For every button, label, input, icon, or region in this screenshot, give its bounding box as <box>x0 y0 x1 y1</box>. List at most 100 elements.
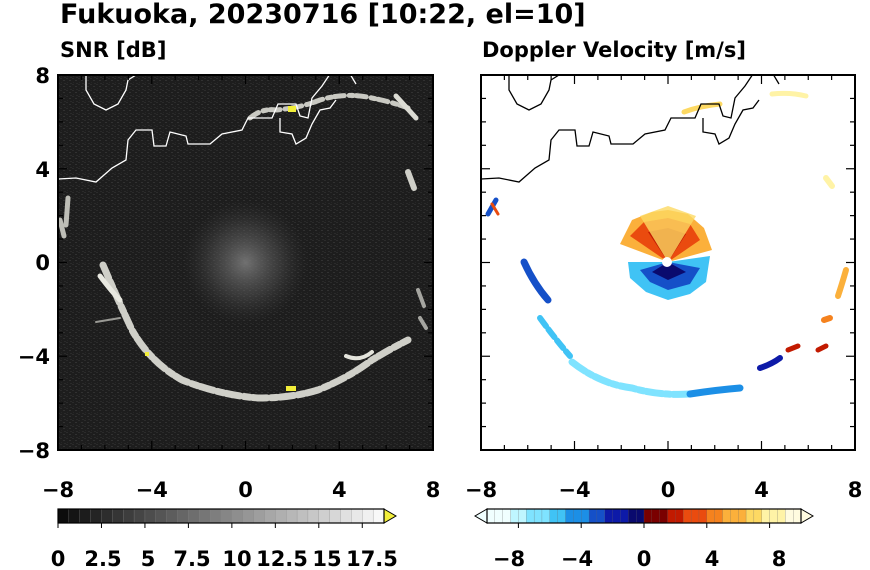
snr-colorbar-swatch <box>372 508 385 524</box>
snr-colorbar-swatch <box>79 508 92 524</box>
doppler-x-tick-labels: −8 −4 0 4 8 <box>465 478 862 502</box>
snr-colorbar-swatch <box>166 508 179 524</box>
doppler-colorbar-swatch <box>596 508 606 524</box>
snr-colorbar-swatch <box>177 508 189 524</box>
snr-colorbar-swatch <box>101 508 113 524</box>
doppler-x-tick-label: 8 <box>848 478 863 502</box>
snr-strong-echoes <box>145 106 296 391</box>
snr-colorbar-swatch <box>68 508 81 524</box>
doppler-colorbar-swatch <box>526 508 535 524</box>
doppler-colorbar-swatch <box>565 508 574 524</box>
doppler-colorbar-swatch <box>502 508 512 524</box>
doppler-colorbar-swatch <box>761 508 771 524</box>
doppler-colorbar-swatch <box>745 508 755 524</box>
doppler-colorbar-swatch <box>494 508 504 524</box>
doppler-colorbar-label: 0 <box>637 547 652 570</box>
doppler-colorbar-swatch <box>620 508 629 524</box>
snr-colorbar-label: 12.5 <box>256 547 308 570</box>
doppler-colorbar-swatch <box>730 508 739 524</box>
snr-y-tick-label: 0 <box>35 251 50 275</box>
snr-y-tick-labels: 8 4 0 −4 −8 <box>18 64 50 463</box>
doppler-colorbar-swatch <box>518 508 527 524</box>
doppler-colorbar-swatch <box>628 508 637 524</box>
doppler-colorbar-swatch <box>777 508 786 524</box>
doppler-colorbar-swatch <box>714 508 724 524</box>
figure-title: Fukuoka, 20230716 [10:22, el=10] <box>60 0 586 30</box>
doppler-colorbar-swatch <box>557 508 567 524</box>
snr-colorbar-label: 2.5 <box>84 547 121 570</box>
snr-colorbar-swatch <box>351 508 363 524</box>
snr-colorbar-label: 0 <box>51 547 66 570</box>
doppler-colorbar-swatch <box>659 508 669 524</box>
snr-colorbar-frame <box>57 508 385 524</box>
snr-colorbar-swatch <box>188 508 200 524</box>
doppler-panel: Doppler Velocity [m/s] <box>465 38 862 570</box>
snr-coastline <box>58 75 357 183</box>
doppler-colorbar-swatch <box>573 508 582 524</box>
doppler-colorbar-swatch <box>690 508 700 524</box>
snr-colorbar-swatch <box>209 508 222 524</box>
snr-colorbar-swatch <box>362 508 374 524</box>
snr-colorbar <box>57 508 397 528</box>
snr-colorbar-swatch <box>242 508 255 524</box>
snr-colorbar-swatch <box>329 508 342 524</box>
doppler-x-tick-label: 4 <box>754 478 769 502</box>
doppler-coastline <box>481 75 780 183</box>
snr-panel: SNR [dB] <box>18 38 441 570</box>
snr-colorbar-label: 5 <box>141 547 156 570</box>
doppler-colorbar <box>474 508 814 528</box>
doppler-panel-title: Doppler Velocity [m/s] <box>482 38 746 62</box>
doppler-colorbar-swatch <box>533 508 543 524</box>
doppler-x-tick-label: 0 <box>661 478 676 502</box>
doppler-colorbar-swatch <box>604 508 614 524</box>
doppler-colorbar-label: −4 <box>561 547 593 570</box>
snr-x-tick-label: 8 <box>426 478 441 502</box>
snr-echo-ring <box>58 92 428 402</box>
snr-y-tick-label: 8 <box>35 64 50 88</box>
snr-tick-marks <box>57 74 434 451</box>
doppler-colorbar-swatch <box>549 508 559 524</box>
doppler-tick-marks <box>480 74 856 451</box>
doppler-colorbar-swatch <box>698 508 708 524</box>
doppler-x-tick-label: −4 <box>558 478 590 502</box>
doppler-colorbar-swatch <box>738 508 747 524</box>
doppler-colorbar-extend-min <box>474 508 488 524</box>
doppler-colorbar-swatch <box>793 508 802 524</box>
snr-colorbar-swatch <box>307 508 320 524</box>
doppler-near-field <box>620 206 712 300</box>
snr-colorbar-swatch <box>133 508 146 524</box>
doppler-colorbar-swatch <box>785 508 794 524</box>
snr-colorbar-swatch <box>318 508 331 524</box>
doppler-colorbar-swatch <box>722 508 731 524</box>
snr-colorbar-swatch <box>340 508 352 524</box>
snr-colorbar-swatch <box>296 508 309 524</box>
snr-colorbar-swatch <box>275 508 287 524</box>
snr-colorbar-swatch <box>57 508 70 524</box>
doppler-colorbar-labels: −8 −4 0 4 8 <box>493 547 786 570</box>
doppler-colorbar-swatch <box>675 508 684 524</box>
doppler-colorbar-swatch <box>612 508 621 524</box>
snr-y-tick-label: −8 <box>18 439 50 463</box>
snr-colorbar-labels: 0 2.5 5 7.5 10 12.5 15 17.5 <box>51 547 398 570</box>
snr-x-tick-label: 0 <box>238 478 253 502</box>
snr-x-tick-label: 4 <box>332 478 347 502</box>
doppler-colorbar-label: 8 <box>772 547 787 570</box>
snr-colorbar-swatch <box>220 508 233 524</box>
doppler-colorbar-extend-max <box>800 508 814 524</box>
snr-colorbar-label: 10 <box>222 547 251 570</box>
doppler-colorbar-label: 4 <box>705 547 720 570</box>
doppler-colorbar-swatch <box>486 508 496 524</box>
snr-x-tick-labels: −8 −4 0 4 8 <box>42 478 440 502</box>
snr-colorbar-swatch <box>112 508 124 524</box>
snr-colorbar-extend-max <box>383 508 397 524</box>
doppler-colorbar-swatch <box>683 508 692 524</box>
snr-colorbar-swatch <box>144 508 157 524</box>
doppler-colorbar-swatch <box>643 508 653 524</box>
doppler-colorbar-swatch <box>541 508 551 524</box>
doppler-colorbar-swatch <box>667 508 676 524</box>
snr-colorbar-label: 7.5 <box>173 547 210 570</box>
snr-colorbar-swatch <box>90 508 103 524</box>
doppler-colorbar-swatch <box>706 508 716 524</box>
doppler-colorbar-swatch <box>769 508 778 524</box>
